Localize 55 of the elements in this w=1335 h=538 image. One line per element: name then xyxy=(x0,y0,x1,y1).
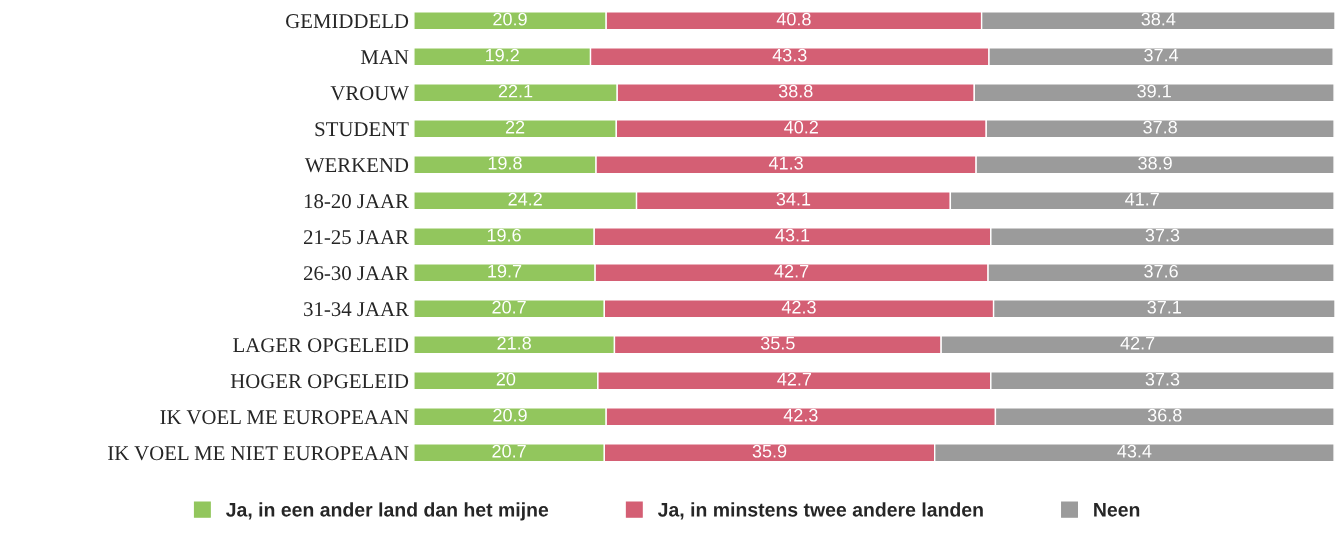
data-label: 20.7 xyxy=(492,300,526,314)
y-tick-label: 26-30 JAAR xyxy=(304,266,409,281)
data-label: 19.2 xyxy=(486,48,519,62)
legend-label: Ja, in minstens twee andere landen xyxy=(657,502,983,520)
legend-label: Ja, in een ander land dan het mijne xyxy=(226,502,549,521)
y-tick-label: HOGER OPGELEID xyxy=(230,374,409,389)
data-label: 19.8 xyxy=(488,156,522,170)
data-label: 37.6 xyxy=(1144,264,1178,278)
data-label: 19.7 xyxy=(488,264,522,278)
data-label: 42.3 xyxy=(783,408,818,422)
data-label: 37.8 xyxy=(1143,120,1177,134)
data-label: 24.2 xyxy=(508,192,542,206)
data-label: 38.8 xyxy=(778,84,813,98)
data-label: 22.1 xyxy=(498,84,533,98)
y-tick-label: GEMIDDELD xyxy=(286,14,409,29)
data-label: 19.6 xyxy=(487,228,521,242)
data-label: 35.5 xyxy=(760,336,795,350)
data-label: 37.3 xyxy=(1145,372,1180,386)
data-label: 43.1 xyxy=(775,228,810,242)
data-label: 43.3 xyxy=(772,48,807,62)
y-tick-label: LAGER OPGELEID xyxy=(233,338,409,353)
data-label: 42.3 xyxy=(781,300,816,314)
data-label: 20 xyxy=(496,372,516,386)
data-label: 22 xyxy=(505,120,525,134)
y-tick-label: VROUW xyxy=(330,86,409,101)
y-tick-label: IK VOEL ME EUROPEAAN xyxy=(160,410,409,425)
data-label: 37.4 xyxy=(1144,48,1179,62)
y-tick-label: MAN xyxy=(360,50,409,64)
y-tick-label: 21-25 JAAR xyxy=(304,230,409,245)
y-tick-label: STUDENT xyxy=(315,122,409,137)
legend-label: Neen xyxy=(1094,503,1140,517)
data-label: 20.7 xyxy=(492,444,526,458)
data-label: 21.8 xyxy=(497,336,531,350)
data-label: 42.7 xyxy=(1120,336,1155,350)
data-label: 43.4 xyxy=(1117,444,1152,458)
data-label: 40.8 xyxy=(776,12,811,26)
data-label: 41.3 xyxy=(768,156,803,170)
y-tick-label: WERKEND xyxy=(304,158,409,173)
data-label: 38.4 xyxy=(1141,12,1176,26)
data-label: 42.7 xyxy=(777,372,812,386)
data-label: 42.7 xyxy=(774,264,809,278)
data-label: 36.8 xyxy=(1147,408,1182,422)
data-label: 34.1 xyxy=(776,192,811,206)
data-label: 41.7 xyxy=(1125,192,1159,206)
data-label: 39.1 xyxy=(1137,84,1171,98)
data-label: 20.9 xyxy=(493,408,527,422)
data-label: 20.9 xyxy=(493,12,527,26)
data-label: 35.9 xyxy=(752,444,787,458)
data-label: 40.2 xyxy=(784,120,818,134)
data-label: 38.9 xyxy=(1138,156,1172,170)
y-tick-label: 18-20 JAAR xyxy=(304,194,409,209)
y-tick-label: IK VOEL ME NIET EUROPEAAN xyxy=(108,446,409,461)
data-label: 37.1 xyxy=(1147,300,1181,314)
y-tick-label: 31-34 JAAR xyxy=(304,302,409,317)
data-label: 37.3 xyxy=(1145,228,1180,242)
